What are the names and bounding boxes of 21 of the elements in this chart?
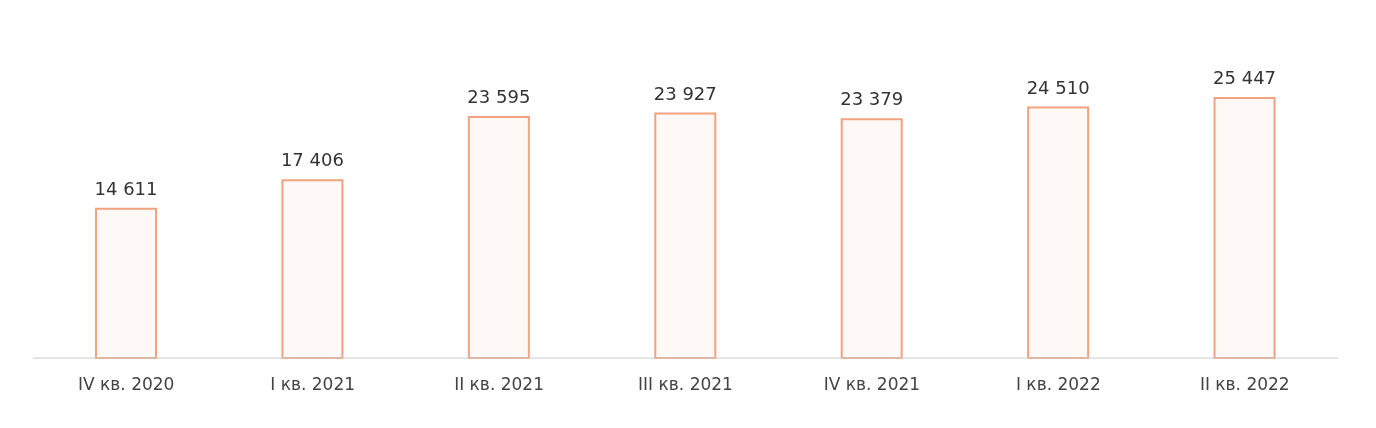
- x-tick-label: IV кв. 2021: [823, 374, 921, 395]
- x-tick-label: I кв. 2022: [1015, 374, 1101, 395]
- bar: [467, 115, 530, 359]
- data-label: 25 447: [1213, 67, 1277, 88]
- bar: [95, 207, 157, 359]
- x-tick-label: II кв. 2021: [454, 374, 544, 395]
- data-label: 24 510: [1026, 76, 1090, 98]
- bar: [281, 179, 344, 359]
- data-label: 14 611: [94, 177, 158, 199]
- bar: [1213, 97, 1276, 359]
- data-label: 17 406: [280, 149, 344, 171]
- bar: [654, 112, 717, 359]
- data-label: 23 595: [467, 85, 531, 107]
- x-tick-label: I кв. 2021: [270, 374, 356, 395]
- x-tick-label: III кв. 2021: [638, 374, 733, 395]
- data-label: 23 927: [653, 82, 717, 104]
- x-tick-label: IV кв. 2020: [78, 374, 175, 395]
- x-tick-label: II кв. 2022: [1199, 374, 1290, 395]
- bar: [840, 118, 903, 359]
- bar: [1027, 106, 1090, 359]
- data-label: 23 379: [840, 88, 904, 110]
